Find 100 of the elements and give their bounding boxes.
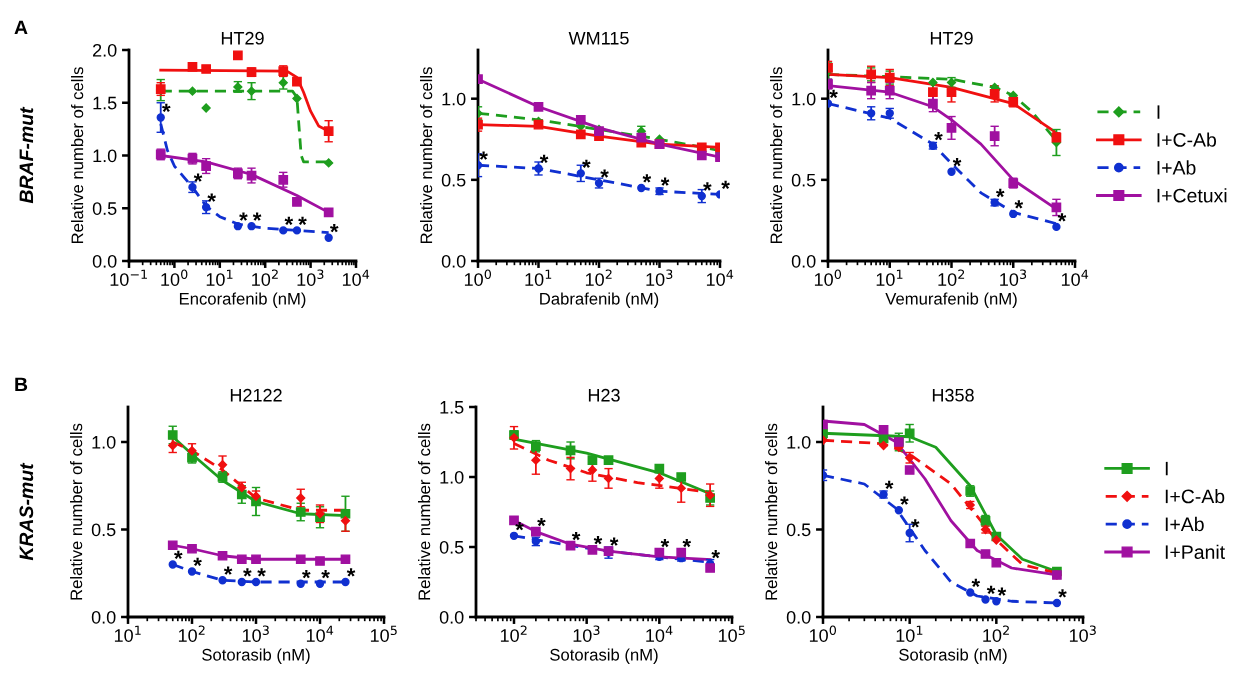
x-tick-label: 10$^{1}$ [525,269,552,286]
x-tick-label: 10$^{0}$ [161,269,188,286]
x-tick-label: 10$^{2}$ [500,625,527,642]
y-tick-label: 1.0 [440,470,464,484]
x-tick-label: 10$^{2}$ [938,269,965,286]
x-tick-label: 10$^{3}$ [646,269,673,286]
x-tick-label: 10$^{0}$ [814,269,842,286]
annotation: * [884,480,894,490]
annotation: * [284,216,294,225]
annotation: * [1058,589,1067,598]
x-tick-label: 10$^{2}$ [178,625,205,642]
x-tick-label: 10$^{2}$ [983,625,1009,642]
text: BRAF-mut [19,106,34,204]
legend-label: I+Ab [1157,160,1196,175]
text: A [14,20,28,35]
chart-title: WM115 [568,32,629,45]
y-tick-label: 0.0 [91,610,116,624]
annotation: * [660,177,670,186]
x-tick-label: 10$^{3}$ [242,625,269,642]
y-tick-label: 0.0 [791,254,816,268]
y-tick-label: 1.0 [792,92,816,106]
legend-label: I+Panit [1165,544,1225,559]
y-tick-label: 1.0 [442,92,466,106]
y-tick-label: 2.0 [93,43,117,57]
y-tick-label: 0.0 [439,610,464,624]
annotation: * [721,180,730,190]
legend-label: I+Cetuxi [1157,188,1227,203]
legend-label: I [1157,105,1160,119]
x-tick-label: 10$^{3}$ [1069,625,1096,642]
y-axis-title: Relative number of cells [71,67,84,244]
annotation: * [582,159,591,168]
annotation: * [711,550,720,559]
x-tick-label: 10$^{4}$ [1061,269,1089,286]
y-tick-label: 0.5 [441,173,466,187]
annotation: * [537,517,546,527]
x-tick-label: 10$^{1}$ [206,269,233,286]
text: KRAS-mut [19,462,34,561]
annotation: * [593,536,603,545]
annotation: * [329,224,339,233]
annotation: * [703,182,712,191]
annotation: * [934,132,943,141]
annotation: * [986,585,996,595]
annotation: * [193,173,203,182]
chart-title: H23 [588,388,620,402]
annotation: * [682,538,692,548]
annotation: * [193,557,202,567]
annotation: * [952,158,962,167]
annotation: * [223,566,233,575]
annotation: * [900,496,909,505]
x-axis-title: Sotorasib (nM) [899,648,1007,664]
annotation: * [321,570,330,579]
y-tick-label: 1.5 [93,96,117,110]
annotation: * [1057,213,1067,222]
x-tick-label: 10$^{0}$ [809,625,837,642]
annotation: * [479,151,488,160]
annotation: * [829,89,838,99]
annotation: * [600,169,609,178]
y-axis-title: Relative number of cells [70,423,83,600]
x-axis-title: Encorafenib (nM) [179,292,306,308]
annotation: * [609,537,619,546]
x-tick-label: 10$^{4}$ [706,269,734,286]
chart-title: HT29 [221,31,264,45]
x-tick-label: 10$^{2}$ [252,269,278,286]
x-tick-label: 10$^{2}$ [585,269,612,286]
y-axis-title: Relative number of cells [770,67,783,244]
annotation: * [298,216,307,225]
annotation: * [539,154,549,164]
annotation: * [642,174,652,183]
x-axis-title: Dabrafenib (nM) [540,292,659,308]
annotation: * [243,568,252,577]
x-tick-label: 10$^{1}$ [876,269,903,286]
x-tick-label: 10$^{5}$ [718,625,745,642]
legend-label: I+Ab [1165,516,1204,532]
legend-label: I+C-Ab [1157,132,1217,147]
annotation: * [910,519,920,528]
y-tick-label: 0.0 [441,254,466,268]
legend-label: I [1165,461,1168,476]
text: B [15,377,28,392]
annotation: * [571,531,581,541]
y-axis-title: Relative number of cells [765,423,778,600]
chart-title: HT29 [930,31,973,45]
annotation: * [302,570,311,579]
y-tick-label: 1.0 [92,435,116,449]
y-tick-label: 1.0 [93,149,117,163]
y-tick-label: 0.5 [786,523,811,537]
annotation: * [162,103,171,113]
annotation: * [239,212,248,221]
chart-title: H358 [932,388,974,402]
annotation: * [1014,200,1024,209]
y-tick-label: 0.0 [92,254,117,268]
x-tick-label: 10$^{5}$ [370,625,397,642]
annotation: * [174,550,183,560]
y-tick-label: 0.5 [439,540,464,554]
y-tick-label: 0.5 [91,523,116,537]
legend-label: I+C-Ab [1165,489,1225,504]
x-tick-label: 10$^{4}$ [342,269,370,286]
y-tick-label: 0.5 [92,202,117,215]
annotation: * [257,568,266,577]
annotation: * [346,568,356,577]
y-tick-label: 1.5 [440,401,464,414]
